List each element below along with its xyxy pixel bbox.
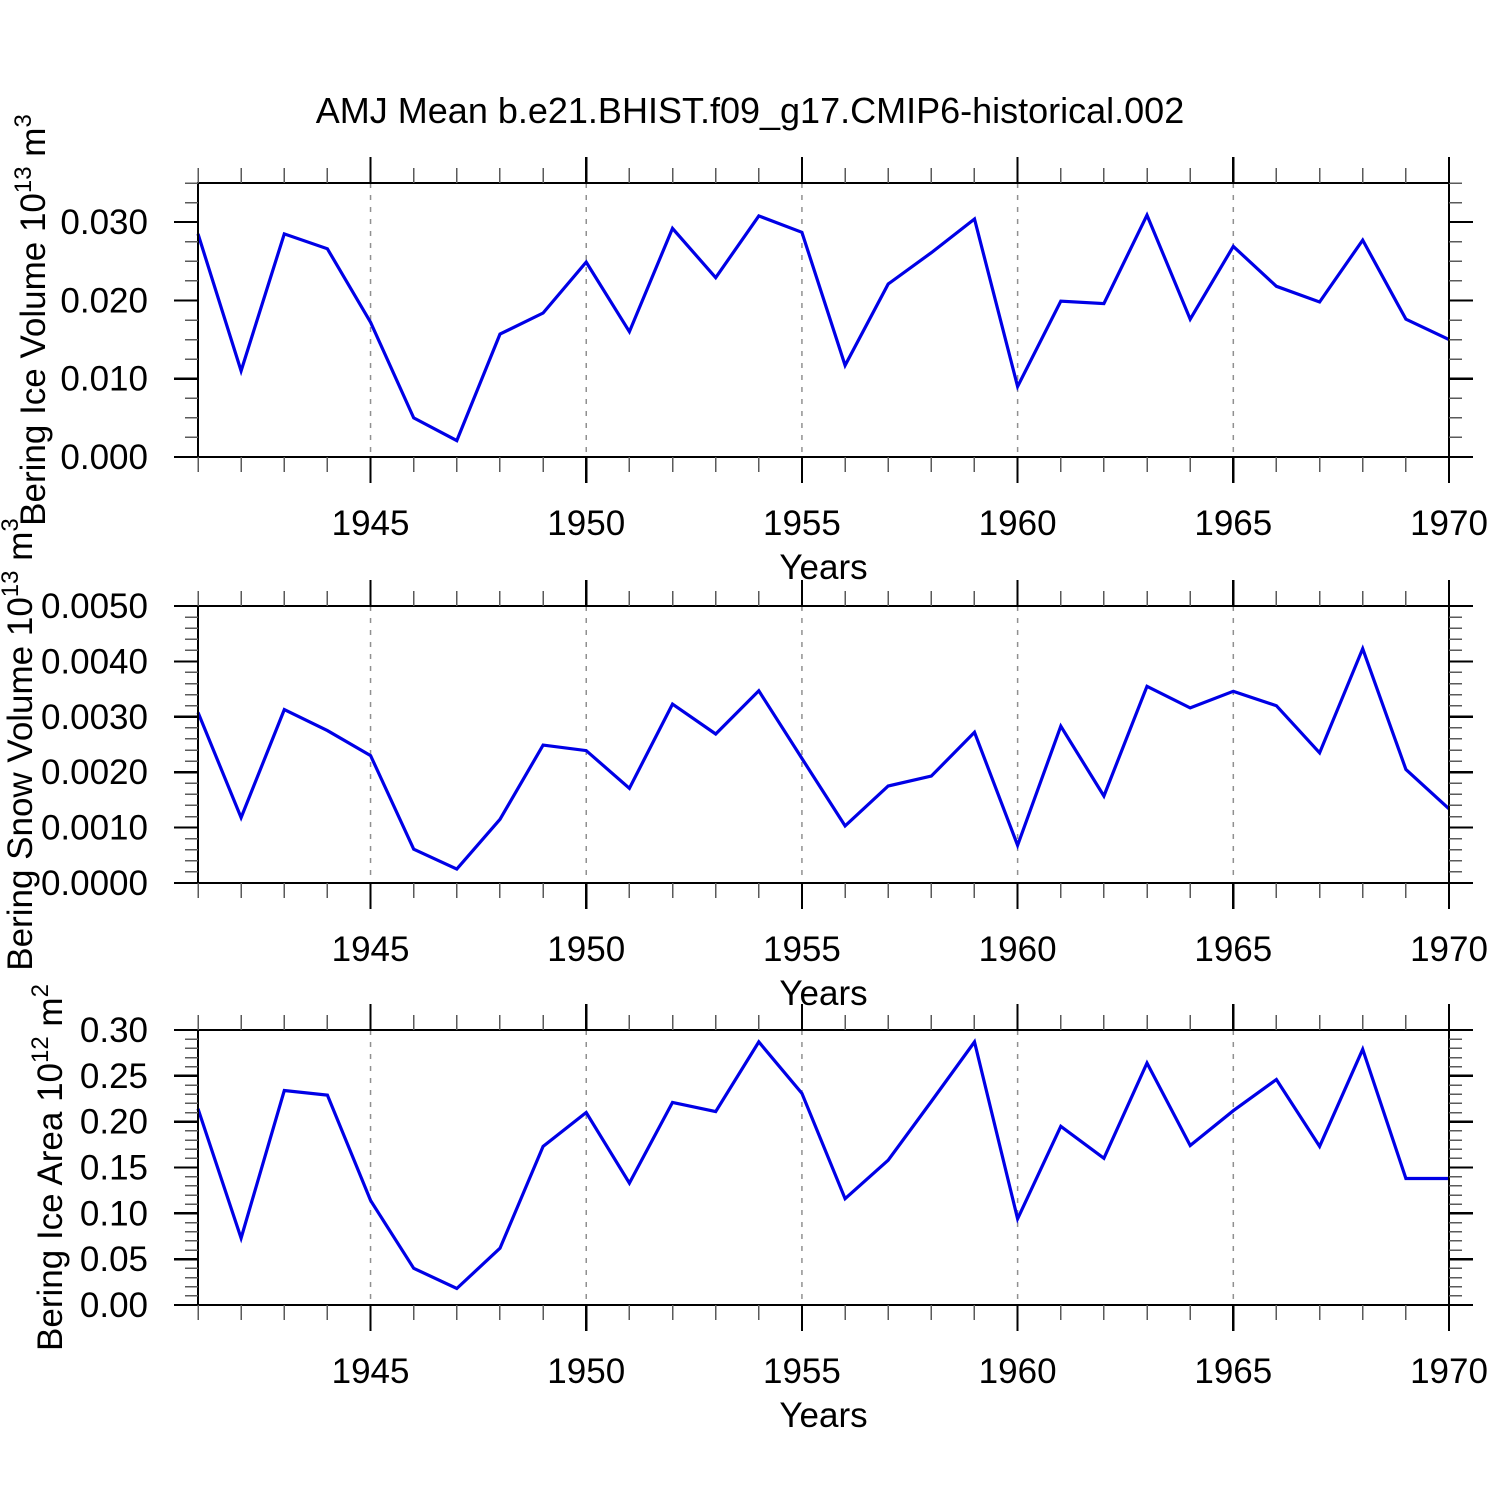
x-tick-label: 1960	[979, 930, 1057, 969]
y-tick-label: 0.0040	[41, 642, 148, 681]
y-tick-label: 0.0030	[41, 698, 148, 737]
y-tick-label: 0.10	[80, 1194, 148, 1233]
chart-title: AMJ Mean b.e21.BHIST.f09_g17.CMIP6-histo…	[315, 90, 1185, 131]
y-tick-label: 0.20	[80, 1103, 148, 1142]
y-tick-label: 0.0000	[41, 864, 148, 903]
y-tick-label: 0.0050	[41, 587, 148, 626]
y-tick-label: 0.05	[80, 1240, 148, 1279]
x-tick-label: 1965	[1194, 930, 1272, 969]
x-axis-title: Years	[779, 974, 867, 1013]
bering-ice-volume-line	[196, 211, 1450, 443]
y-tick-label: 0.000	[60, 438, 148, 477]
x-tick-label: 1945	[332, 930, 410, 969]
y-tick-label: 0.15	[80, 1149, 148, 1188]
y-tick-label: 0.0020	[41, 753, 148, 792]
x-tick-label: 1945	[332, 504, 410, 543]
x-tick-label: 1955	[763, 504, 841, 543]
x-tick-label: 1945	[332, 1352, 410, 1391]
y-tick-label: 0.25	[80, 1057, 148, 1096]
panel-bering-ice-volume: 0.000 0.010 0.020 0.030 1945 1950 1955 1960 1965…	[10, 114, 1488, 587]
y-tick-label: 0.30	[80, 1011, 148, 1050]
y-axis-title: Bering Snow Volume 1013 m3	[0, 518, 40, 971]
bering-snow-volume-line	[196, 644, 1451, 872]
panel-bering-ice-area: 0.00 0.05 0.10 0.15 0.20 0.25 0.30 1945 1950 1955…	[27, 984, 1488, 1435]
x-tick-label: 1960	[979, 504, 1057, 543]
x-tick-label: 1955	[763, 930, 841, 969]
y-axis-title: Bering Ice Volume 1013 m3	[10, 114, 53, 526]
plot-frame	[196, 181, 1451, 459]
x-tick-label: 1950	[547, 930, 625, 969]
plot-frame	[196, 604, 1451, 885]
x-tick-label: 1970	[1410, 1352, 1488, 1391]
bering-ice-area-line	[196, 1038, 1449, 1291]
x-axis-title: Years	[779, 1396, 867, 1435]
plot-frame	[196, 1028, 1451, 1307]
y-tick-label: 0.030	[60, 203, 148, 242]
x-axis-title: Years	[779, 548, 867, 587]
x-tick-label: 1965	[1194, 1352, 1272, 1391]
panel-bering-snow-volume: 0.0000 0.0010 0.0020 0.0030 0.0040 0.0050 1945…	[0, 518, 1488, 1013]
y-tick-label: 0.010	[60, 360, 148, 399]
x-tick-label: 1950	[547, 504, 625, 543]
y-axis-title: Bering Ice Area 1012 m2	[27, 984, 70, 1351]
y-tick-label: 0.00	[80, 1286, 148, 1325]
x-tick-label: 1970	[1410, 930, 1488, 969]
x-tick-label: 1970	[1410, 504, 1488, 543]
x-tick-label: 1965	[1194, 504, 1272, 543]
y-tick-label: 0.0010	[41, 809, 148, 848]
x-tick-label: 1960	[979, 1352, 1057, 1391]
y-tick-label: 0.020	[60, 281, 148, 320]
x-tick-label: 1950	[547, 1352, 625, 1391]
x-tick-label: 1955	[763, 1352, 841, 1391]
